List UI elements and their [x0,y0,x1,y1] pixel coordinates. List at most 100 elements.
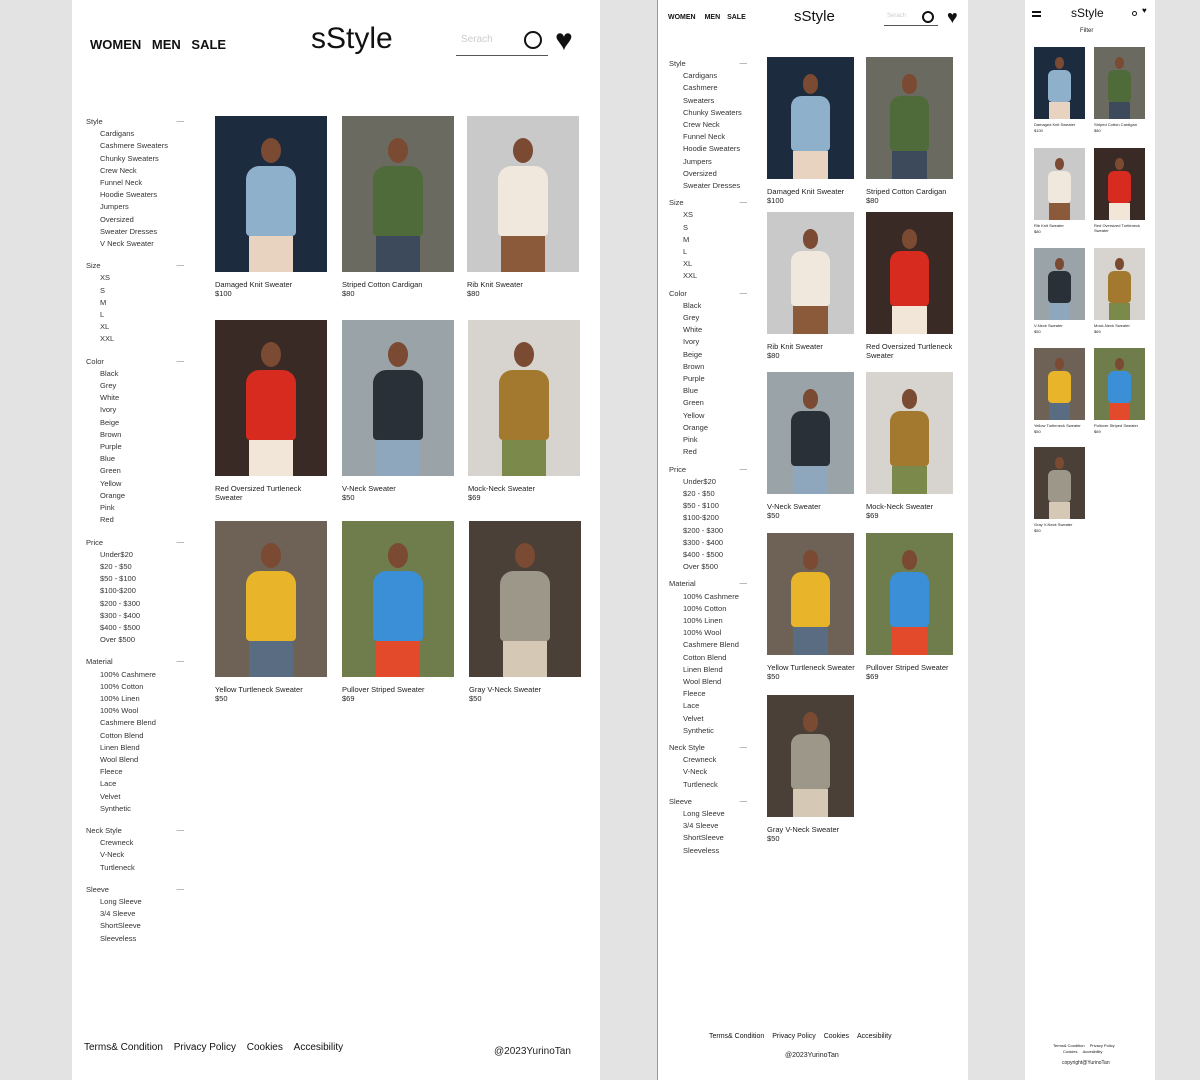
filter-option[interactable]: Jumpers [100,202,129,212]
filter-option[interactable]: Oversized [100,214,134,224]
footer-terms-link[interactable]: Terms& Condition [84,1042,163,1053]
filter-option[interactable]: Orange [100,490,126,500]
filter-option[interactable]: $200 - $300 [683,525,724,535]
filter-option[interactable]: Chunky Sweaters [100,153,159,163]
footer-cookies-link[interactable]: Cookies [246,1042,283,1053]
product-image[interactable] [866,57,953,179]
filter-option[interactable]: Red [683,447,697,457]
product-name[interactable]: Striped Cotton Cardigan [342,280,423,290]
product-card[interactable]: V-Neck Sweater $50 [767,372,861,520]
collapse-icon[interactable]: — [739,578,748,588]
filter-option[interactable]: 100% Wool [100,706,139,716]
product-name[interactable]: Damaged Knit Sweater [1034,122,1076,128]
filter-option[interactable]: White [683,325,703,335]
product-image[interactable] [1034,447,1085,519]
filter-option[interactable]: ShortSleeve [100,921,141,931]
footer-accessibility-link[interactable]: Accesibility [856,1033,892,1040]
filter-option[interactable]: 3/4 Sleeve [683,821,719,831]
filter-option[interactable]: S [100,285,106,295]
filter-option[interactable]: Cardigans [683,71,718,81]
filter-group-title[interactable]: Neck Style [669,742,705,752]
filter-option[interactable]: Red [100,515,114,525]
product-image[interactable] [468,320,580,476]
product-image[interactable] [767,212,854,334]
filter-option[interactable]: Velvet [683,713,704,723]
product-image[interactable] [215,320,327,476]
filter-option[interactable]: Grey [100,381,117,391]
brand-logo[interactable]: sStyle [1071,6,1104,20]
filter-option[interactable]: Wool Blend [683,676,722,686]
filter-option[interactable]: Cashmere Sweaters [100,141,168,151]
collapse-icon[interactable]: — [176,536,185,546]
product-name[interactable]: V-Neck Sweater [1034,323,1063,329]
filter-option[interactable]: Turtleneck [683,779,718,789]
footer-terms-link[interactable]: Terms& Condition [709,1033,765,1040]
product-name[interactable]: V-Neck Sweater [767,502,821,512]
product-image[interactable] [469,521,581,677]
filter-option[interactable]: Long Sleeve [683,808,725,818]
filter-option[interactable]: Cardigans [100,129,135,139]
filter-option[interactable]: XL [683,259,693,269]
filter-option[interactable]: Long Sleeve [100,896,142,906]
product-name[interactable]: Rib Knit Sweater [467,280,523,290]
product-card[interactable]: Red Oversized Turtleneck Sweater [1094,148,1148,234]
filter-option[interactable]: Sleeveless [100,933,137,943]
product-image[interactable] [1094,148,1145,220]
filter-option[interactable]: Under$20 [683,476,716,486]
filter-option[interactable]: Fleece [683,689,706,699]
heart-icon[interactable]: ♥ [555,24,573,57]
product-name[interactable]: Pullover Striped Sweater [866,663,949,673]
filter-option[interactable]: $20 - $50 [683,488,715,498]
brand-logo[interactable]: sStyle [311,22,393,55]
product-card[interactable]: Rib Knit Sweater $80 [1034,148,1088,234]
filter-option[interactable]: ShortSleeve [683,833,724,843]
product-card[interactable]: Striped Cotton Cardigan $80 [866,57,960,205]
product-name[interactable]: Mock-Neck Sweater [866,502,934,512]
filter-option[interactable]: Cotton Blend [100,730,144,740]
product-name[interactable]: Gray V-Neck Sweater [469,685,542,695]
collapse-icon[interactable]: — [176,656,185,666]
footer-privacy-link[interactable]: Privacy Policy [173,1042,236,1053]
product-card[interactable]: Rib Knit Sweater $80 [767,212,861,360]
filter-option[interactable]: Yellow [683,410,705,420]
product-card[interactable]: Gray V-Neck Sweater $50 [1034,447,1088,533]
filter-option[interactable]: Sweater Dresses [100,226,158,236]
menu-icon[interactable] [1032,11,1041,17]
filter-group-title[interactable]: Sleeve [86,884,109,894]
filter-option[interactable]: Pink [683,435,698,445]
filter-option[interactable]: 100% Cashmere [100,669,156,679]
product-image[interactable] [1034,148,1085,220]
product-card[interactable]: Red Oversized Turtleneck Sweater [866,212,960,360]
filter-option[interactable]: $400 - $500 [683,549,724,559]
filter-option[interactable]: L [100,310,105,320]
product-card[interactable]: Striped Cotton Cardigan $80 [342,116,454,298]
product-name[interactable]: Damaged Knit Sweater [215,280,293,290]
filter-option[interactable]: Linen Blend [683,664,723,674]
collapse-icon[interactable]: — [739,795,748,805]
product-image[interactable] [767,372,854,494]
filter-option[interactable]: Velvet [100,791,121,801]
filter-option[interactable]: Black [100,368,119,378]
filter-option[interactable]: V-Neck [683,767,708,777]
filter-option[interactable]: XS [683,210,694,220]
product-image[interactable] [767,533,854,655]
product-image[interactable] [866,212,953,334]
filter-option[interactable]: Brown [683,361,705,371]
filter-option[interactable]: XS [100,273,111,283]
product-name[interactable]: Pullover Striped Sweater [1094,423,1139,429]
collapse-icon[interactable]: — [739,197,748,207]
product-name[interactable]: Gray V-Neck Sweater [1034,522,1073,528]
product-name[interactable]: Red Oversized Turtleneck Sweater [215,484,302,503]
product-card[interactable]: Yellow Turtleneck Sweater $50 [215,521,327,703]
filter-group-title[interactable]: Style [86,117,103,126]
filter-option[interactable]: V Neck Sweater [100,239,154,249]
filter-option[interactable]: Crew Neck [100,165,137,175]
product-name[interactable]: Mock-Neck Sweater [1094,323,1130,329]
filter-group-title[interactable]: Size [86,261,101,271]
product-image[interactable] [467,116,579,272]
filter-option[interactable]: Ivory [100,405,117,415]
product-card[interactable]: Rib Knit Sweater $80 [467,116,579,298]
product-card[interactable]: Mock-Neck Sweater $69 [866,372,960,520]
filter-option[interactable]: Synthetic [683,725,714,735]
filter-option[interactable]: 100% Cotton [100,681,144,691]
